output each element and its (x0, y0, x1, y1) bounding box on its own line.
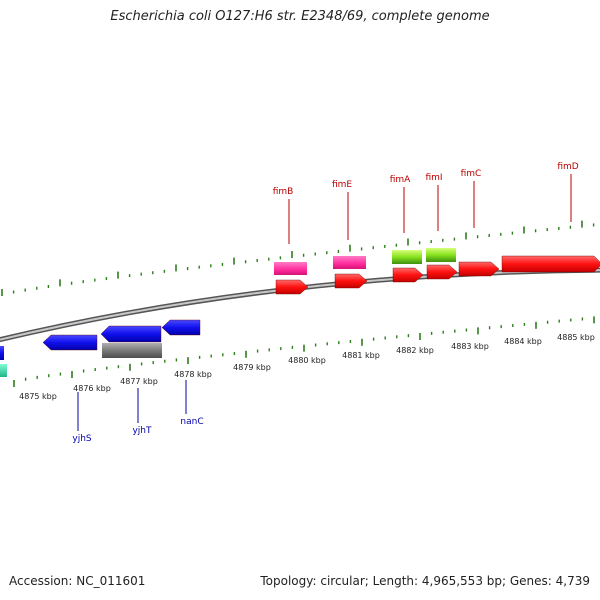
forward-tick-ring (1, 220, 595, 296)
fimd-gene-arrow[interactable] (501, 255, 600, 273)
gene-label-nanc[interactable]: nanC (180, 417, 203, 427)
yjhs-gene-arrow[interactable] (42, 334, 98, 351)
reverse-gene-labels: yjhS yjhT nanC (72, 380, 204, 444)
fime-gene-arrow[interactable] (334, 273, 368, 289)
kbp-label: 4876 kbp (73, 384, 111, 393)
feature-tracks (0, 248, 456, 377)
gene-label-fima[interactable]: fimA (390, 175, 411, 185)
kbp-scale: 4875 kbp 4876 kbp 4877 kbp 4878 kbp 4879 kbp… (19, 333, 595, 401)
kbp-label: 4881 kbp (342, 351, 380, 360)
gene-label-fimi[interactable]: fimI (425, 173, 442, 183)
kbp-label: 4885 kbp (557, 333, 595, 342)
gene-label-fime[interactable]: fimE (332, 180, 352, 190)
forward-gene-track (275, 255, 600, 295)
kbp-label: 4883 kbp (451, 342, 489, 351)
gene-label-fimd[interactable]: fimD (557, 162, 578, 172)
pink-feature-box[interactable] (333, 256, 366, 269)
genome-title: Escherichia coli O127:H6 str. E2348/69, … (110, 9, 490, 24)
green-feature-box[interactable] (392, 250, 422, 264)
gray-feature-box[interactable] (102, 343, 162, 358)
fimc-gene-arrow[interactable] (458, 261, 500, 277)
gene-label-fimc[interactable]: fimC (461, 169, 482, 179)
green-feature-box[interactable] (426, 248, 456, 262)
reverse-tick-ring (13, 316, 595, 387)
accession-label: Accession: NC_011601 (9, 574, 146, 588)
forward-gene-labels: fimB fimE fimA fimI fimC fimD (273, 162, 579, 244)
kbp-label: 4877 kbp (120, 377, 158, 386)
kbp-label: 4882 kbp (396, 346, 434, 355)
teal-feature-box[interactable] (0, 364, 7, 377)
gene-label-yjhs[interactable]: yjhS (72, 434, 92, 444)
fima-gene-arrow[interactable] (392, 267, 424, 283)
reverse-gene-track (0, 319, 201, 360)
pink-feature-box[interactable] (274, 262, 307, 275)
nanc-gene-arrow[interactable] (161, 319, 201, 336)
kbp-label: 4878 kbp (174, 370, 212, 379)
fimb-gene-arrow[interactable] (275, 279, 309, 295)
gene-label-yjht[interactable]: yjhT (132, 426, 152, 436)
yjht-gene-arrow[interactable] (100, 325, 162, 343)
kbp-label: 4879 kbp (233, 363, 271, 372)
gene-label-fimb[interactable]: fimB (273, 187, 294, 197)
topology-summary: Topology: circular; Length: 4,965,553 bp… (260, 574, 590, 588)
fimi-gene-arrow[interactable] (426, 264, 458, 280)
kbp-label: 4884 kbp (504, 337, 542, 346)
kbp-label: 4875 kbp (19, 392, 57, 401)
kbp-label: 4880 kbp (288, 356, 326, 365)
edge-gene-box[interactable] (0, 346, 4, 360)
